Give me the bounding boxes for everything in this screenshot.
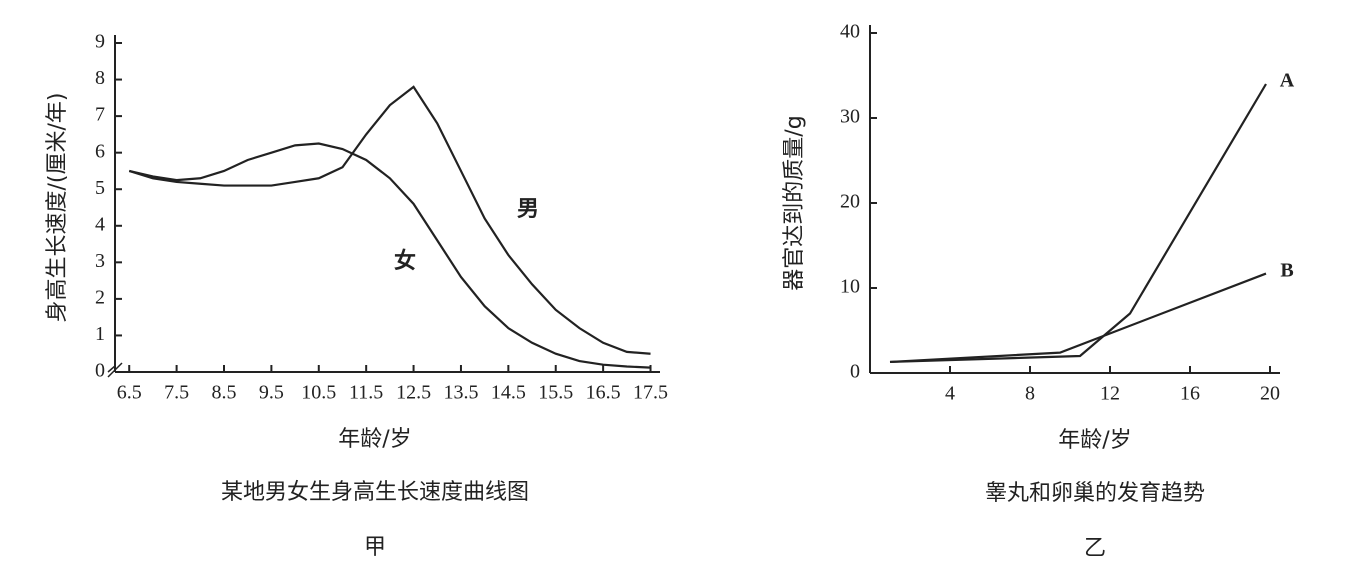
- x-tick-label: 11.5: [349, 382, 383, 404]
- series-label: B: [1280, 260, 1293, 282]
- y-tick-label: 10: [840, 276, 860, 298]
- x-tick-label: 12: [1100, 383, 1120, 405]
- x-axis-label: 年龄/岁: [1058, 428, 1131, 453]
- y-tick-label: 0: [95, 360, 105, 382]
- chart-title: 睾丸和卵巢的发育趋势: [985, 481, 1205, 506]
- y-tick-label: 1: [95, 323, 105, 345]
- y-tick-label: 7: [95, 104, 105, 126]
- x-tick-label: 16.5: [586, 382, 621, 404]
- y-tick-label: 40: [840, 21, 860, 43]
- y-tick-label: 8: [95, 67, 105, 89]
- data-line: [889, 272, 1267, 364]
- x-tick-label: 12.5: [396, 382, 431, 404]
- x-tick-label: 16: [1180, 383, 1200, 405]
- x-axis-label: 年龄/岁: [338, 427, 411, 452]
- x-tick-label: 9.5: [259, 382, 284, 404]
- x-tick-label: 20: [1260, 383, 1280, 405]
- x-tick-label: 6.5: [117, 382, 142, 404]
- data-line: [128, 142, 651, 369]
- x-tick-label: 8: [1025, 383, 1035, 405]
- series-label: 男: [517, 197, 539, 222]
- series-label: 女: [394, 248, 416, 274]
- y-axis-label: 身高生长速度/(厘米/年): [45, 93, 70, 323]
- y-tick-label: 0: [850, 361, 860, 383]
- y-tick-label: 9: [95, 31, 105, 53]
- data-line: [128, 85, 651, 355]
- chart-subtitle: 甲: [364, 535, 386, 560]
- y-tick-label: 2: [95, 286, 105, 308]
- y-tick-label: 4: [95, 213, 105, 235]
- y-axis-label: 器官达到的质量/g: [782, 115, 807, 290]
- chart-subtitle: 乙: [1084, 536, 1106, 561]
- data-line: [889, 83, 1267, 364]
- x-tick-label: 17.5: [633, 382, 668, 404]
- series-label: A: [1280, 70, 1295, 92]
- chart-title: 某地男女生身高生长速度曲线图: [221, 480, 529, 505]
- y-tick-label: 5: [95, 177, 105, 199]
- x-tick-label: 13.5: [443, 382, 478, 404]
- x-tick-label: 7.5: [164, 382, 189, 404]
- x-tick-label: 10.5: [301, 382, 336, 404]
- y-tick-label: 30: [840, 106, 860, 128]
- x-tick-label: 14.5: [491, 382, 526, 404]
- x-tick-label: 8.5: [212, 382, 237, 404]
- x-tick-label: 15.5: [538, 382, 573, 404]
- y-tick-label: 3: [95, 250, 105, 272]
- y-tick-label: 6: [95, 140, 105, 162]
- y-tick-label: 20: [840, 191, 860, 213]
- x-tick-label: 4: [945, 383, 955, 405]
